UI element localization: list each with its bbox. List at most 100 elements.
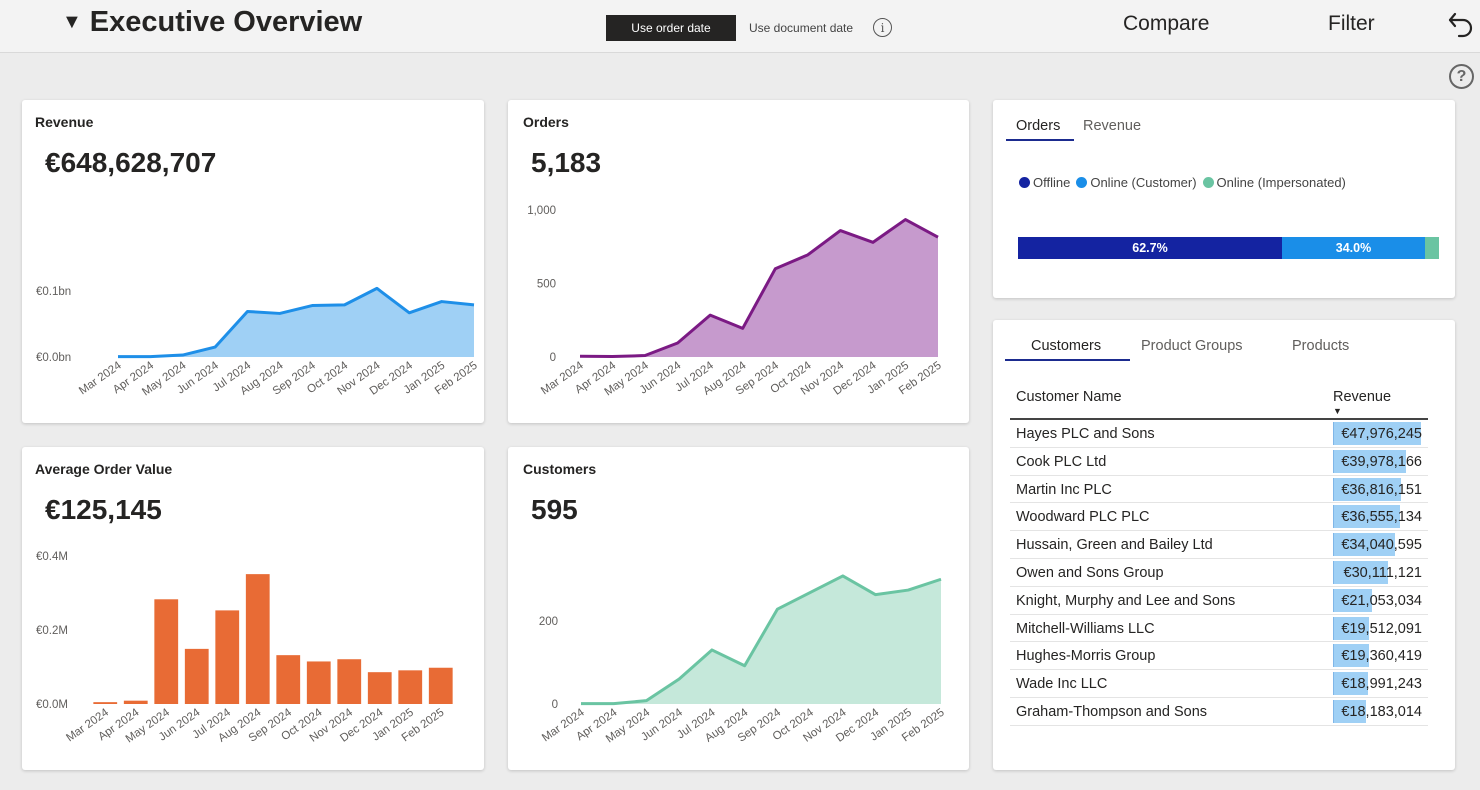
table-row[interactable]: Woodward PLC PLC €36,555,134 [1010, 503, 1428, 532]
revenue-data-bar [1333, 672, 1368, 696]
bar-jan-2025[interactable] [398, 670, 423, 704]
bar-dec-2024[interactable] [367, 672, 392, 704]
use-order-date-button[interactable]: Use order date [606, 15, 736, 41]
channel-card[interactable]: Orders Revenue Offline Online (Customer)… [993, 100, 1455, 298]
bar-aug-2024[interactable] [245, 574, 270, 704]
bar-jun-2024[interactable] [184, 648, 209, 704]
channel-stacked-bar[interactable]: 62.7% 34.0% [1018, 237, 1439, 259]
table-row[interactable]: Martin Inc PLC €36,816,151 [1010, 476, 1428, 504]
table-row[interactable]: Graham-Thompson and Sons €18,183,014 [1010, 698, 1428, 726]
y-tick-label: 0 [550, 352, 556, 364]
legend-label-online-impersonated: Online (Impersonated) [1216, 175, 1346, 190]
sort-descending-icon[interactable]: ▼ [1333, 406, 1342, 416]
customer-name-cell: Mitchell-Williams LLC [1016, 620, 1155, 637]
revenue-cell: €18,991,243 [1341, 676, 1422, 693]
customer-name-cell: Graham-Thompson and Sons [1016, 703, 1208, 720]
legend-label-online-customer: Online (Customer) [1090, 175, 1197, 190]
ranking-card[interactable]: Customers Product Groups Products Custom… [993, 320, 1455, 770]
series-line[interactable] [118, 286, 475, 359]
table-row[interactable]: Cook PLC Ltd €39,978,166 [1010, 448, 1428, 476]
legend-label-offline: Offline [1033, 175, 1071, 190]
bar-apr-2024[interactable] [123, 700, 148, 704]
bar-nov-2024[interactable] [337, 659, 362, 704]
orders-kpi: 5,183 [531, 147, 602, 178]
bar-feb-2025[interactable] [428, 667, 453, 704]
info-icon[interactable]: i [873, 18, 892, 37]
customers-card[interactable]: Customers 595 0 200 Mar 2024 Apr 2024 May 20… [508, 447, 969, 770]
bar-oct-2024[interactable] [306, 661, 331, 704]
revenue-data-bar [1333, 449, 1407, 473]
table-row[interactable]: Owen and Sons Group €30,111,121 [1010, 559, 1428, 587]
y-tick-label: €0.0bn [36, 352, 71, 364]
collapse-triangle-icon[interactable]: ▼ [62, 11, 82, 33]
stack-segment-online-impersonated[interactable] [1425, 237, 1439, 259]
revenue-kpi: €648,628,707 [45, 147, 217, 178]
revenue-cell: €36,816,151 [1341, 481, 1422, 498]
revenue-cell: €34,040,595 [1341, 537, 1422, 554]
y-tick-label: 1,000 [527, 205, 556, 217]
revenue-cell: €19,512,091 [1341, 620, 1422, 637]
area-fill [580, 219, 938, 357]
revenue-data-bar [1333, 560, 1389, 584]
customer-name-cell: Hayes PLC and Sons [1016, 426, 1155, 442]
tab-customers[interactable]: Customers [1031, 338, 1102, 354]
legend-item-online-impersonated[interactable]: Online (Impersonated) [1202, 175, 1346, 190]
bar-jul-2024[interactable] [215, 610, 240, 704]
revenue-cell: €36,555,134 [1341, 509, 1422, 526]
table-body: Hayes PLC and Sons €47,976,245 Cook PLC Lt… [1010, 420, 1428, 726]
revenue-data-bar [1333, 699, 1367, 723]
table-header: Customer Name Revenue ▼ [1010, 385, 1428, 420]
series-line[interactable] [581, 574, 942, 706]
y-tick-label: €0.1bn [36, 286, 71, 298]
y-tick-label: 200 [539, 616, 558, 628]
revenue-title: Revenue [35, 114, 94, 130]
table-row[interactable]: Mitchell-Williams LLC €19,512,091 [1010, 615, 1428, 643]
column-header-revenue[interactable]: Revenue [1333, 389, 1392, 405]
bar-may-2024[interactable] [154, 599, 179, 704]
undo-icon[interactable] [1446, 9, 1476, 43]
orders-card[interactable]: Orders 5,183 0 500 1,000 Mar 2024 Apr 2024 Ma… [508, 100, 969, 423]
revenue-cell: €39,978,166 [1341, 453, 1422, 470]
customer-name-cell: Owen and Sons Group [1016, 564, 1164, 581]
revenue-data-bar [1333, 644, 1369, 668]
customer-name-cell: Hughes-Morris Group [1016, 648, 1156, 665]
series-line[interactable] [579, 218, 939, 359]
page-title[interactable]: ▼ Executive Overview [62, 6, 362, 39]
legend-item-offline[interactable]: Offline [1019, 175, 1070, 190]
stack-segment-online-customer[interactable]: 34.0% [1281, 237, 1426, 259]
table-row[interactable]: Hughes-Morris Group €19,360,419 [1010, 642, 1428, 671]
help-icon[interactable]: ? [1449, 64, 1474, 89]
tab-product-groups[interactable]: Product Groups [1141, 338, 1243, 354]
bar-sep-2024[interactable] [276, 655, 301, 704]
revenue-data-bar [1333, 422, 1421, 445]
tab-orders[interactable]: Orders [1016, 118, 1061, 134]
bar-mar-2024[interactable] [93, 702, 118, 704]
y-tick-label: €0.0M [36, 699, 68, 711]
revenue-cell: €21,053,034 [1341, 592, 1422, 609]
aov-card[interactable]: Average Order Value €125,145 €0.0M €0.2M €… [22, 447, 484, 770]
revenue-data-bar [1333, 505, 1401, 529]
customer-name-cell: Martin Inc PLC [1016, 481, 1112, 498]
table-row[interactable]: Knight, Murphy and Lee and Sons €21,053,0… [1010, 587, 1428, 615]
tab-customers-underline [1005, 359, 1130, 361]
table-row[interactable]: Wade Inc LLC €18,991,243 [1010, 670, 1428, 698]
tab-products[interactable]: Products [1292, 338, 1350, 354]
compare-button[interactable]: Compare [1123, 12, 1210, 35]
revenue-cell: €47,976,245 [1341, 426, 1422, 442]
revenue-card[interactable]: Revenue €648,628,707 €0.0bn €0.1bn Mar 202… [22, 100, 484, 423]
customer-name-cell: Hussain, Green and Bailey Ltd [1016, 537, 1213, 554]
column-header-customer-name[interactable]: Customer Name [1016, 389, 1122, 405]
stack-segment-offline[interactable]: 62.7% [1018, 237, 1282, 259]
table-row[interactable]: Hussain, Green and Bailey Ltd €34,040,595 [1010, 531, 1428, 559]
tab-revenue[interactable]: Revenue [1083, 118, 1142, 134]
table-row[interactable]: Hayes PLC and Sons €47,976,245 [1010, 420, 1428, 448]
legend-item-online-customer[interactable]: Online (Customer) [1076, 175, 1197, 190]
revenue-cell: €30,111,121 [1343, 564, 1422, 581]
use-document-date-button[interactable]: Use document date [749, 21, 854, 35]
filter-button[interactable]: Filter [1328, 12, 1375, 35]
customers-title: Customers [523, 461, 597, 477]
